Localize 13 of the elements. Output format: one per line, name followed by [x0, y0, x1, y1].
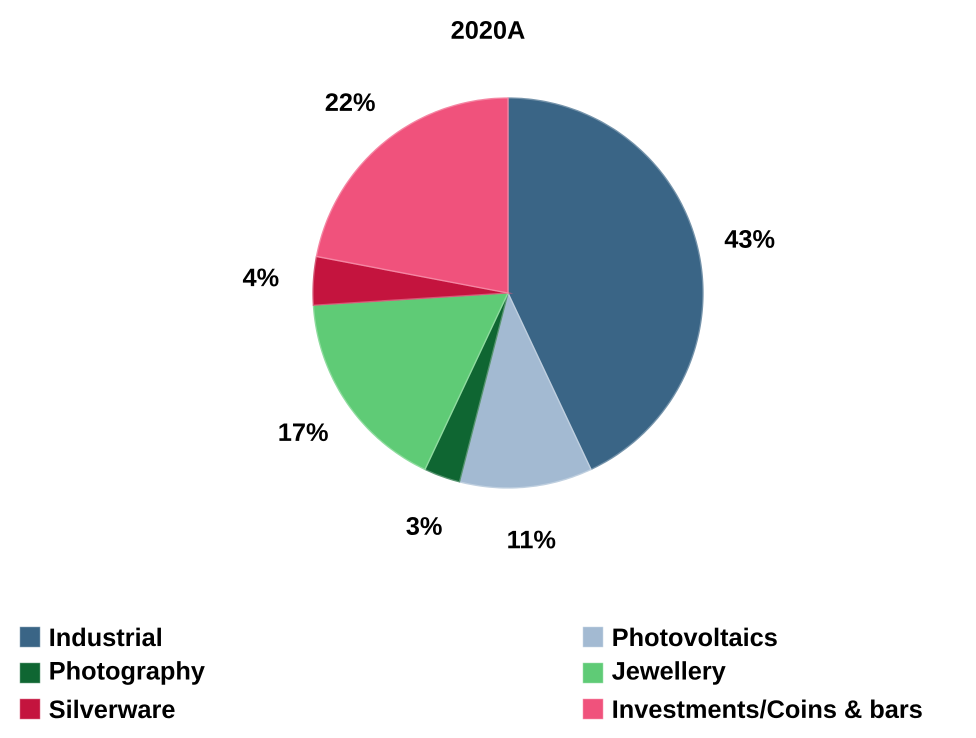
chart-title: 2020A: [452, 21, 525, 39]
legend-label: Silverware: [49, 700, 175, 718]
legend-label: Photography: [50, 661, 205, 685]
data-label: 17%: [279, 423, 328, 442]
legend-label: Jewellery: [612, 661, 726, 685]
data-label: 11%: [508, 530, 556, 548]
data-label: 43%: [724, 230, 774, 248]
legend-label: Investments/Coins & bars: [613, 700, 922, 718]
legend-label: Industrial: [50, 628, 161, 646]
legend-label: Photovoltaics: [613, 628, 777, 646]
data-label: 22%: [326, 93, 375, 112]
data-label: 4%: [242, 268, 278, 286]
data-label: 3%: [406, 517, 442, 535]
